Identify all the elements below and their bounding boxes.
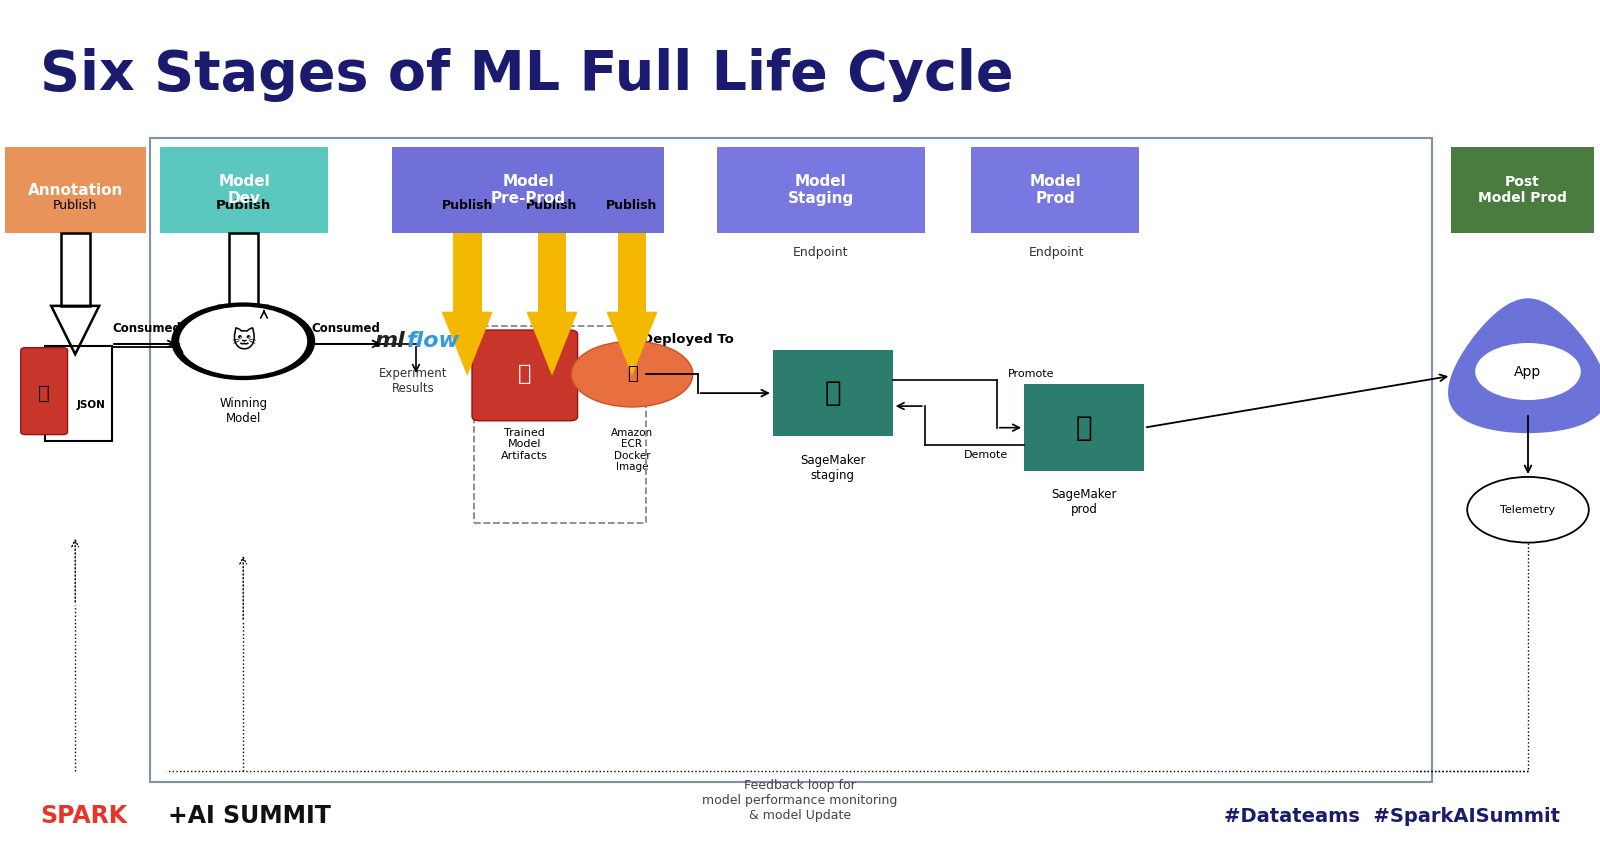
Text: Consumed: Consumed xyxy=(112,322,182,335)
Text: Model
Staging: Model Staging xyxy=(787,174,854,206)
Text: SPARK: SPARK xyxy=(40,804,126,829)
Text: Promote: Promote xyxy=(1008,369,1054,379)
Text: 🧹: 🧹 xyxy=(627,365,637,383)
Polygon shape xyxy=(526,312,578,376)
Text: 🪣: 🪣 xyxy=(38,384,50,403)
FancyBboxPatch shape xyxy=(1451,147,1594,233)
FancyBboxPatch shape xyxy=(971,147,1139,233)
FancyBboxPatch shape xyxy=(160,147,328,233)
Text: 🐱: 🐱 xyxy=(230,329,256,353)
Text: 🧠: 🧠 xyxy=(1075,414,1093,442)
Text: SageMaker
staging: SageMaker staging xyxy=(800,454,866,481)
Text: JSON: JSON xyxy=(77,399,106,410)
Text: Model
Pre-Prod: Model Pre-Prod xyxy=(491,174,565,206)
Polygon shape xyxy=(1448,298,1600,433)
Text: 🪣: 🪣 xyxy=(518,364,531,384)
Text: Winning
Model: Winning Model xyxy=(219,397,267,425)
Polygon shape xyxy=(538,233,566,312)
Polygon shape xyxy=(606,312,658,376)
Text: Trained
Model
Artifacts: Trained Model Artifacts xyxy=(501,428,549,461)
Text: Endpoint: Endpoint xyxy=(1029,246,1083,259)
Text: Publish: Publish xyxy=(53,199,98,212)
Text: Publish: Publish xyxy=(442,199,493,212)
FancyBboxPatch shape xyxy=(392,147,664,233)
FancyBboxPatch shape xyxy=(21,347,67,435)
Bar xyxy=(229,233,258,306)
Text: Experiment
Results: Experiment Results xyxy=(379,367,446,395)
Text: Consumed: Consumed xyxy=(310,322,381,335)
Text: Six Stages of ML Full Life Cycle: Six Stages of ML Full Life Cycle xyxy=(40,48,1013,102)
Text: 🧠: 🧠 xyxy=(824,379,842,407)
Text: Telemetry: Telemetry xyxy=(1501,505,1555,515)
Text: ml: ml xyxy=(374,331,405,352)
Circle shape xyxy=(571,341,693,407)
FancyBboxPatch shape xyxy=(150,138,1432,782)
Text: Demote: Demote xyxy=(963,450,1008,461)
Text: Model
Dev: Model Dev xyxy=(218,174,270,206)
Circle shape xyxy=(171,302,315,380)
Text: Annotation: Annotation xyxy=(27,182,123,198)
Polygon shape xyxy=(453,233,482,312)
FancyBboxPatch shape xyxy=(472,330,578,421)
Text: flow: flow xyxy=(406,331,459,352)
Text: +AI SUMMIT: +AI SUMMIT xyxy=(168,804,331,829)
Circle shape xyxy=(1475,343,1581,400)
Text: Publish: Publish xyxy=(526,199,578,212)
Circle shape xyxy=(1467,477,1589,543)
Text: Publish: Publish xyxy=(216,199,270,212)
Bar xyxy=(61,233,90,306)
Text: SageMaker
prod: SageMaker prod xyxy=(1051,488,1117,516)
Text: Deployed To: Deployed To xyxy=(642,333,734,346)
Text: Endpoint: Endpoint xyxy=(794,246,848,259)
Polygon shape xyxy=(442,312,493,376)
FancyBboxPatch shape xyxy=(1024,384,1144,471)
Text: Post
Model Prod: Post Model Prod xyxy=(1478,175,1566,205)
FancyBboxPatch shape xyxy=(773,350,893,436)
Text: Model
Prod: Model Prod xyxy=(1029,174,1082,206)
Text: Amazon
ECR
Docker
Image: Amazon ECR Docker Image xyxy=(611,428,653,473)
FancyBboxPatch shape xyxy=(5,147,146,233)
FancyBboxPatch shape xyxy=(45,346,112,441)
Text: Feedback loop for
model performance monitoring
& model Update: Feedback loop for model performance moni… xyxy=(702,779,898,823)
Polygon shape xyxy=(618,233,646,312)
FancyBboxPatch shape xyxy=(717,147,925,233)
Text: App: App xyxy=(1514,365,1542,378)
Circle shape xyxy=(179,307,307,376)
Text: Publish: Publish xyxy=(606,199,658,212)
Text: #Datateams  #SparkAISummit: #Datateams #SparkAISummit xyxy=(1224,807,1560,826)
